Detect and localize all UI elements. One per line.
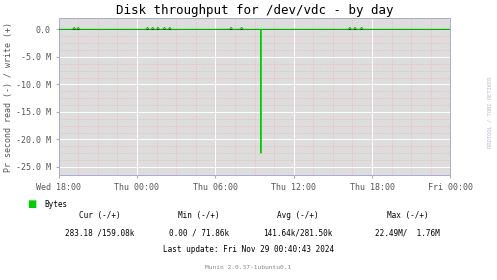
Text: Cur (-/+): Cur (-/+) [79,211,120,220]
Title: Disk throughput for /dev/vdc - by day: Disk throughput for /dev/vdc - by day [116,4,393,17]
Text: RRDTOOL / TOBI OETIKER: RRDTOOL / TOBI OETIKER [487,76,492,148]
Text: 141.64k/281.50k: 141.64k/281.50k [263,228,333,237]
Text: 283.18 /159.08k: 283.18 /159.08k [65,228,134,237]
Text: Avg (-/+): Avg (-/+) [277,211,319,220]
Text: 22.49M/  1.76M: 22.49M/ 1.76M [375,228,440,237]
Text: Last update: Fri Nov 29 00:40:43 2024: Last update: Fri Nov 29 00:40:43 2024 [163,245,334,254]
Text: Bytes: Bytes [45,200,68,209]
Text: Max (-/+): Max (-/+) [387,211,428,220]
Text: Min (-/+): Min (-/+) [178,211,220,220]
Y-axis label: Pr second read (-) / write (+): Pr second read (-) / write (+) [4,22,13,172]
Text: Munin 2.0.37-1ubuntu0.1: Munin 2.0.37-1ubuntu0.1 [205,265,292,270]
Text: ■: ■ [27,199,37,209]
Text: 0.00 / 71.86k: 0.00 / 71.86k [169,228,229,237]
